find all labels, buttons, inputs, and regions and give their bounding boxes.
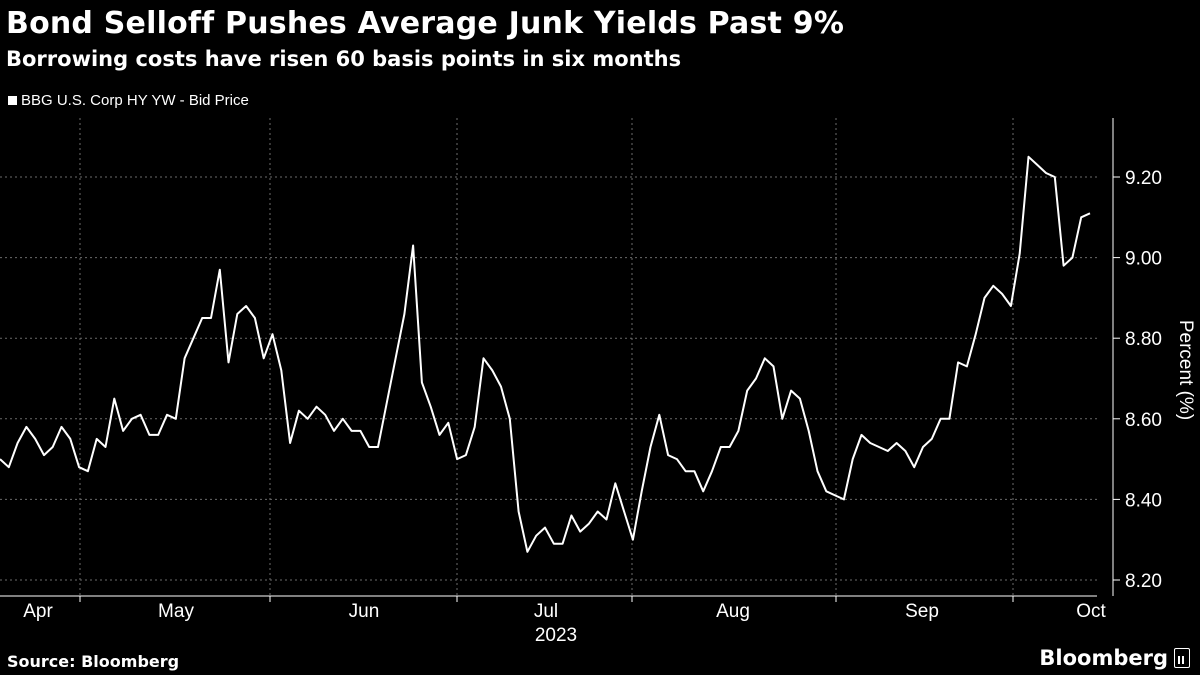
y-tick-label: 8.60 <box>1125 410 1162 431</box>
brand-label: Bloomberg <box>1039 646 1168 670</box>
x-tick-label: Jun <box>349 601 380 622</box>
chart-icon <box>1174 648 1190 668</box>
source-note: Source: Bloomberg <box>7 652 180 671</box>
x-tick-label: Sep <box>905 601 939 622</box>
legend-label: BBG U.S. Corp HY YW - Bid Price <box>21 92 249 109</box>
y-tick-label: 8.40 <box>1125 490 1162 511</box>
x-axis-label: 2023 <box>535 625 577 646</box>
bloomberg-logo: Bloomberg <box>1039 646 1190 670</box>
series-line-hy-yield <box>0 155 1091 553</box>
chart-subtitle: Borrowing costs have risen 60 basis poin… <box>6 47 682 71</box>
y-axis-title: Percent (%) <box>1175 320 1196 420</box>
x-tick-label: May <box>158 601 194 622</box>
y-tick-label: 9.20 <box>1125 168 1162 189</box>
y-tick-label: 8.80 <box>1125 329 1162 350</box>
chart-title: Bond Selloff Pushes Average Junk Yields … <box>6 6 845 41</box>
x-tick-label: Aug <box>716 601 750 622</box>
y-tick-label: 9.00 <box>1125 249 1162 270</box>
legend-swatch <box>8 96 17 105</box>
x-tick-label: Apr <box>23 601 53 622</box>
x-tick-label: Oct <box>1076 601 1106 622</box>
legend: BBG U.S. Corp HY YW - Bid Price <box>8 92 249 109</box>
x-tick-label: Jul <box>534 601 558 622</box>
y-tick-label: 8.20 <box>1125 571 1162 592</box>
